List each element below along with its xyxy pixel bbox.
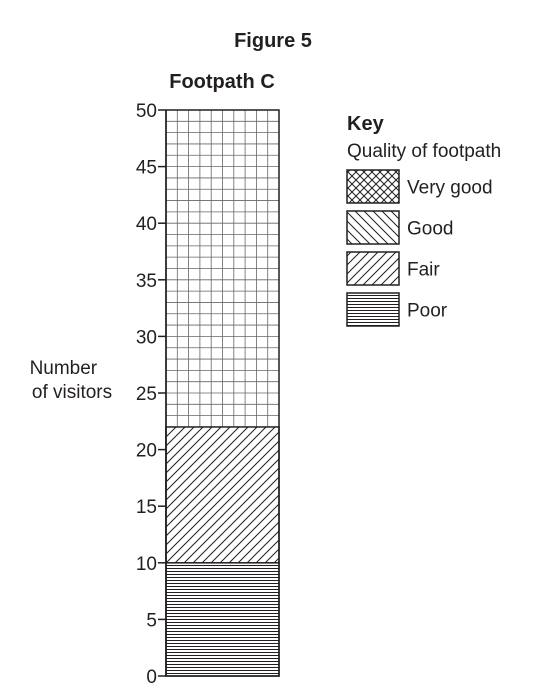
figure-title: Figure 5 xyxy=(234,30,312,52)
y-axis-label: Number of visitors xyxy=(30,358,113,403)
y-tick-label: 35 xyxy=(136,271,157,292)
legend-label-very-good: Very good xyxy=(407,178,493,199)
y-tick-label: 5 xyxy=(146,610,157,631)
y-tick-label: 25 xyxy=(136,384,157,405)
y-tick-label: 15 xyxy=(136,497,157,518)
legend-subtitle: Quality of footpath xyxy=(347,141,501,162)
legend-label-poor: Poor xyxy=(407,301,448,322)
legend-entries: Very good Good Fair Poor xyxy=(346,169,493,327)
legend-swatch-fair xyxy=(346,251,400,286)
legend-label-good: Good xyxy=(407,219,453,240)
y-tick-label: 30 xyxy=(136,327,157,348)
legend-title: Key xyxy=(347,113,385,135)
bar-segment-fair xyxy=(165,426,280,564)
legend-swatch-good xyxy=(346,210,400,245)
y-tick-label: 45 xyxy=(136,158,157,179)
bar-segment-poor xyxy=(165,562,280,677)
y-tick-label: 0 xyxy=(146,667,157,688)
legend-swatch-poor xyxy=(346,292,400,327)
y-tick-label: 40 xyxy=(136,214,157,235)
legend-label-fair: Fair xyxy=(407,260,440,281)
legend: Key Quality of footpath Very good Good Fai… xyxy=(346,113,501,327)
y-axis: 0 5 10 15 20 25 30 35 40 45 50 xyxy=(136,101,167,688)
legend-swatch-very-good xyxy=(346,169,400,204)
y-axis-label-line-2: of visitors xyxy=(32,382,112,403)
y-axis-label-line-1: Number xyxy=(30,358,98,379)
bar-segments xyxy=(165,109,280,677)
y-tick-label: 10 xyxy=(136,554,157,575)
y-tick-label: 20 xyxy=(136,441,157,462)
chart-title: Footpath C xyxy=(169,71,275,93)
y-tick-label: 50 xyxy=(136,101,157,122)
